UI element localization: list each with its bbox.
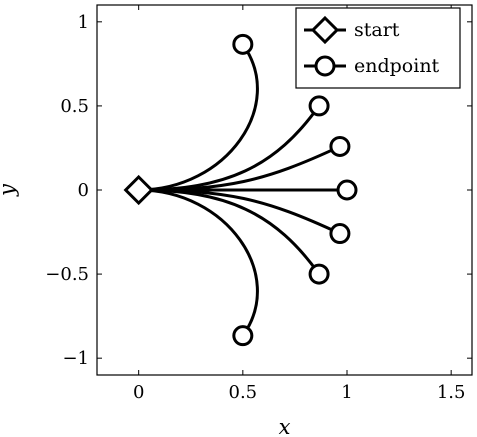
endpoint-marker (232, 33, 254, 55)
y-axis-label: y (0, 183, 19, 197)
y-tick-label: 1 (78, 12, 89, 33)
endpoint-marker (336, 179, 358, 201)
trajectory-line (138, 188, 341, 235)
x-tick-label: 0 (133, 382, 144, 403)
legend-label: endpoint (354, 55, 440, 77)
legend: start endpoint (295, 7, 461, 89)
x-tick-label: 1 (341, 382, 352, 403)
endpoint-marker (329, 223, 351, 245)
endpoint-marker (329, 135, 351, 157)
legend-label: start (354, 19, 400, 41)
tick-group: 0 0.5 1 1.5 −1 −0.5 0 0.5 1 (45, 5, 472, 403)
trajectory-line (138, 188, 259, 337)
start-marker (123, 174, 154, 206)
trajectory-line (138, 145, 341, 192)
marker-group (123, 33, 358, 347)
trajectory-line (138, 188, 321, 275)
y-tick-label: 0.5 (60, 96, 89, 117)
x-tick-label: 0.5 (229, 382, 258, 403)
legend-circle-marker (314, 55, 336, 77)
y-tick-label: −1 (62, 348, 89, 369)
trajectory-line (138, 105, 321, 192)
x-axis-label: x (279, 415, 291, 437)
endpoint-marker (308, 95, 330, 117)
x-tick-label: 1.5 (437, 382, 466, 403)
endpoint-marker (308, 263, 330, 285)
legend-diamond-marker (310, 15, 340, 45)
endpoint-marker (232, 325, 254, 347)
trajectory-line (138, 43, 259, 192)
y-tick-label: −0.5 (45, 264, 89, 285)
y-tick-label: 0 (78, 180, 89, 201)
curve-group (138, 43, 347, 337)
